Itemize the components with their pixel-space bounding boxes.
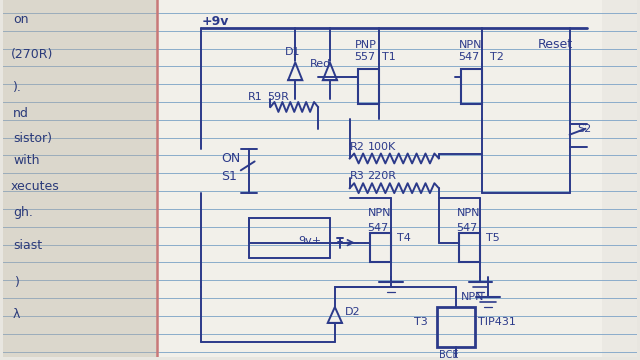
Text: T1: T1 (382, 53, 396, 62)
Text: sistor): sistor) (13, 132, 52, 145)
Text: T5: T5 (486, 233, 500, 243)
Text: gh.: gh. (13, 206, 33, 220)
Bar (437, 307, 474, 347)
Text: T3: T3 (414, 317, 428, 327)
Bar (157, 0, 602, 356)
Bar (461, 69, 483, 104)
Text: Red: Red (310, 59, 332, 69)
Text: ): ) (15, 276, 20, 289)
Text: Reset: Reset (538, 38, 573, 51)
Text: siast: siast (13, 239, 42, 252)
Text: T2: T2 (490, 53, 504, 62)
Text: on: on (13, 13, 28, 26)
Text: 220R: 220R (367, 171, 397, 181)
Bar (358, 69, 380, 104)
Text: NPN: NPN (461, 292, 484, 302)
Text: nd: nd (13, 107, 29, 120)
Text: ).: ). (13, 81, 22, 94)
Text: PNP: PNP (355, 40, 376, 50)
Text: T4: T4 (397, 233, 411, 243)
Text: R1: R1 (248, 92, 262, 102)
Text: 9v+: 9v+ (298, 236, 321, 246)
Bar (602, 0, 637, 356)
Text: NPN: NPN (457, 208, 480, 218)
Text: +9v: +9v (201, 15, 228, 28)
Text: 547: 547 (459, 53, 480, 62)
Text: NPN: NPN (367, 208, 391, 218)
Bar (3, 0, 157, 356)
Text: λ: λ (13, 309, 20, 321)
Text: NPN: NPN (459, 40, 482, 50)
Text: D2: D2 (345, 307, 360, 317)
Text: with: with (13, 154, 40, 167)
Text: R3: R3 (349, 171, 364, 181)
Text: R2: R2 (349, 141, 365, 152)
Text: 547: 547 (457, 223, 478, 233)
Text: 100K: 100K (367, 141, 396, 152)
Text: xecutes: xecutes (11, 180, 60, 193)
Text: ON: ON (221, 152, 240, 165)
Text: D1: D1 (285, 46, 301, 57)
Text: 59R: 59R (268, 92, 289, 102)
Text: 557: 557 (355, 53, 376, 62)
Text: S2: S2 (577, 124, 592, 134)
Bar (459, 233, 481, 262)
Bar (369, 233, 391, 262)
Text: S1: S1 (221, 170, 237, 183)
Text: BCE: BCE (439, 350, 458, 360)
Text: (270R): (270R) (11, 48, 53, 61)
Text: TIP431: TIP431 (479, 317, 516, 327)
Text: 547: 547 (367, 223, 388, 233)
